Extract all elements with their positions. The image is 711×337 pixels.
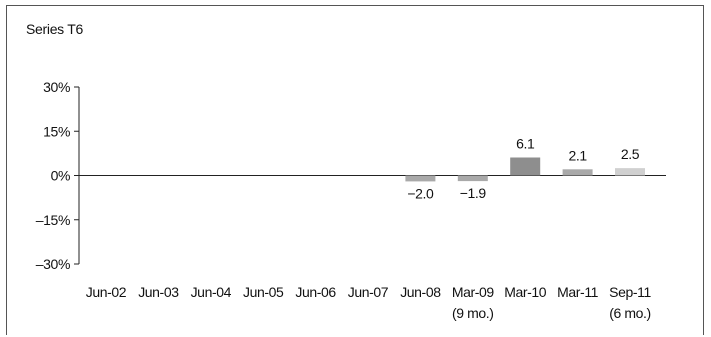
x-tick-label: Jun-04	[191, 284, 232, 300]
chart-frame	[6, 5, 704, 335]
x-tick-label: Mar-11	[557, 284, 599, 300]
x-tick-label: Jun-05	[243, 284, 284, 300]
x-tick-label: Jun-03	[138, 284, 179, 300]
x-tick-label: Jun-02	[86, 284, 127, 300]
y-tick-label: 30%	[43, 79, 70, 95]
data-label: −1.9	[460, 185, 487, 201]
x-tick-label: Jun-06	[295, 284, 336, 300]
x-tick-sublabel: (6 mo.)	[609, 305, 651, 321]
labels: Jun-02 Jun-03 Jun-04 Jun-05 Jun-06 Jun-07 −2.0…	[86, 136, 652, 321]
bar	[615, 168, 645, 176]
bar	[457, 175, 488, 182]
y-tick-label: 15%	[43, 123, 70, 139]
x-tick-sublabel: (9 mo.)	[452, 305, 494, 321]
data-label: −2.0	[407, 185, 434, 201]
data-label: 2.1	[568, 147, 587, 163]
bars	[405, 157, 645, 182]
bar	[510, 157, 541, 176]
x-tick-label: Mar-09	[452, 284, 495, 300]
x-tick-label: Jun-08	[400, 284, 441, 300]
bar	[562, 169, 593, 176]
data-label: 6.1	[516, 136, 535, 152]
y-tick-label: –30%	[36, 256, 70, 272]
y-tick-label: –15%	[36, 212, 70, 228]
bar	[405, 175, 436, 182]
x-tick-label: Jun-07	[348, 284, 389, 300]
x-tick-label: Mar-10	[504, 284, 547, 300]
data-label: 2.5	[621, 146, 640, 162]
y-tick-label: 0%	[51, 168, 70, 184]
x-tick-label: Sep-11	[609, 284, 651, 300]
chart-title: Series T6	[26, 21, 83, 37]
